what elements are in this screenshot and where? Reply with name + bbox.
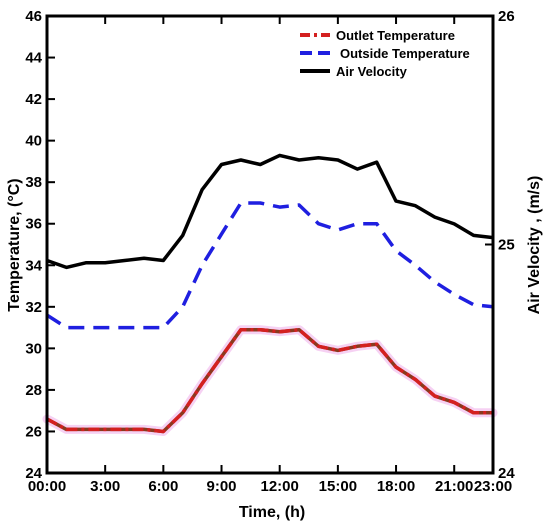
x-tick-label: 15:00 bbox=[319, 478, 357, 495]
series-line-outside-temperature bbox=[46, 201, 494, 330]
y-left-tick-label: 32 bbox=[25, 299, 42, 316]
x-tick-label: 18:00 bbox=[377, 478, 415, 495]
y-left-tick-label: 30 bbox=[25, 340, 42, 357]
y-left-tick-label: 24 bbox=[25, 465, 42, 482]
y-left-tick-label: 42 bbox=[25, 91, 42, 108]
y-left-tick-label: 40 bbox=[25, 133, 42, 150]
axes-layer: 00:00 3:00 6:00 9:00 12:00 15:00 18:00 21:00 23:… bbox=[25, 8, 515, 495]
y-left-tick-label: 46 bbox=[25, 8, 42, 25]
x-tick-label: 21:00 bbox=[435, 478, 473, 495]
series-outlet-temperature bbox=[42, 325, 498, 436]
y-axis-right-title: Air Velocity , (m/s) bbox=[526, 176, 543, 315]
x-tick-label: 6:00 bbox=[148, 478, 178, 495]
x-axis-title: Time, (h) bbox=[239, 504, 305, 521]
series-outside-temperature bbox=[46, 201, 494, 330]
x-tick-label: 3:00 bbox=[90, 478, 120, 495]
x-tick-label: 00:00 bbox=[28, 478, 66, 495]
x-tick-label: 9:00 bbox=[207, 478, 237, 495]
y-right-tick-label: 26 bbox=[498, 8, 515, 25]
series-line-outlet-temperature bbox=[46, 327, 493, 434]
legend-label-outside-temperature: Outside Temperature bbox=[340, 46, 470, 61]
legend: Outlet Temperature Outside Temperature A… bbox=[300, 28, 470, 79]
y-left-tick-label: 34 bbox=[25, 257, 42, 274]
y-left-tick-label: 36 bbox=[25, 216, 42, 233]
legend-label-outlet-temperature: Outlet Temperature bbox=[336, 28, 455, 43]
plot-background bbox=[47, 16, 493, 473]
series-layer bbox=[42, 153, 498, 436]
y-right-tick-label: 25 bbox=[498, 237, 515, 254]
plot-area bbox=[47, 16, 493, 473]
legend-label-air-velocity: Air Velocity bbox=[336, 64, 408, 79]
x-tick-label: 12:00 bbox=[261, 478, 299, 495]
y-left-tick-label: 28 bbox=[25, 382, 42, 399]
y-left-tick-label: 26 bbox=[25, 423, 42, 440]
series-air-velocity bbox=[46, 153, 494, 270]
x-tick-label: 23:00 bbox=[474, 478, 512, 495]
y-right-tick-label: 24 bbox=[498, 465, 515, 482]
y-left-tick-label: 44 bbox=[25, 50, 42, 67]
series-line-air-velocity bbox=[46, 153, 494, 270]
y-left-tick-label: 38 bbox=[25, 174, 42, 191]
y-axis-left-title: Temperature, (°C) bbox=[6, 178, 23, 311]
